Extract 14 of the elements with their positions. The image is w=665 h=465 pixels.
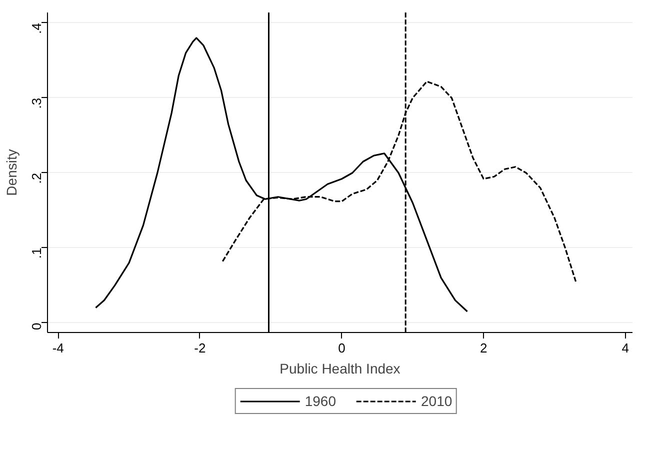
- y-axis-title: Density: [4, 149, 20, 196]
- x-tick-label: -4: [52, 340, 64, 356]
- legend-label: 1960: [304, 393, 336, 409]
- x-axis-title: Public Health Index: [280, 360, 400, 376]
- y-tick-label: .3: [29, 98, 44, 109]
- y-tick-label: 0: [29, 322, 44, 330]
- legend-label: 2010: [421, 393, 452, 409]
- y-tick-label: .2: [29, 172, 44, 184]
- x-tick-label: -2: [194, 340, 206, 356]
- y-tick-label: .1: [29, 248, 44, 259]
- y-tick-label: .4: [29, 22, 44, 34]
- x-tick-label: 4: [622, 340, 630, 356]
- x-tick-label: 2: [480, 340, 488, 356]
- x-tick-label: 0: [338, 340, 346, 356]
